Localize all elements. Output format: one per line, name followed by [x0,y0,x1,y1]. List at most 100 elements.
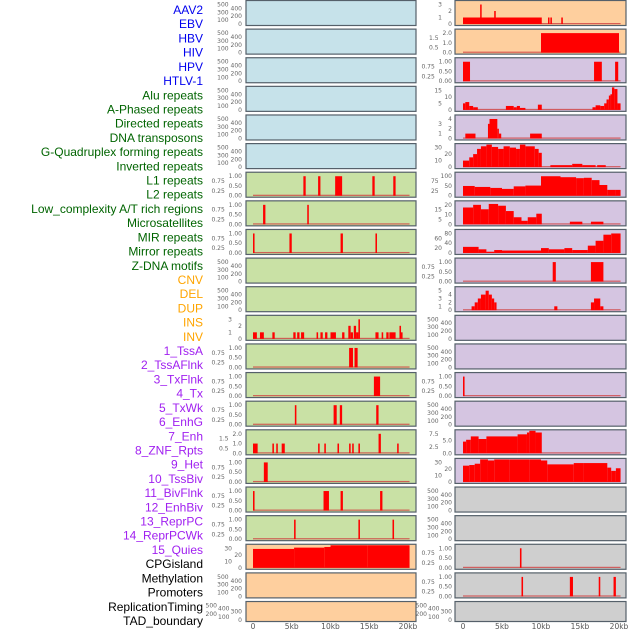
y-tick-label: 500 [217,2,229,9]
data-bar [513,186,526,196]
y-tick-label: 100 [217,74,229,81]
data-bar [582,165,596,168]
data-bar [474,463,481,482]
y-tick-label: 0.25 [211,216,225,223]
data-bar [478,249,487,253]
y-tick-label: 0 [238,336,242,343]
y-tick-label: 20 [444,202,452,209]
track-label: 11_BivFlnk [145,486,204,500]
data-bar [534,148,539,168]
data-bar [473,107,478,110]
track-label: HIV [183,46,203,60]
panel-background [245,457,417,485]
data-bar [569,576,573,597]
y-tick-label: 0.75 [211,464,225,471]
y-tick-label: 200 [231,271,243,278]
y-tick-label: 0 [238,107,242,114]
y-tick-label: 100 [217,17,229,24]
y-tick-label: 0 [238,21,242,28]
data-bar [487,123,490,139]
data-bar [569,221,583,225]
data-bar [281,443,285,454]
baseline [463,595,621,597]
data-bar [473,154,478,168]
y-tick-label: 0.25 [421,589,435,596]
data-bar [480,294,486,311]
y-tick-label: 300 [217,152,229,159]
baseline [253,509,410,511]
data-bar [335,176,343,196]
data-bar [356,332,359,339]
data-bar [600,105,605,110]
track-label: 4_Tx [176,387,203,401]
x-tick-label: 15kb [571,622,590,630]
y-tick-label: 0.75 [211,378,225,385]
y-tick-label: 0.50 [439,68,453,75]
baseline [253,538,410,540]
data-bar [386,332,389,339]
data-bar [606,99,609,110]
y-tick-label: 500 [217,59,229,66]
y-tick-label: 1.00 [229,345,243,352]
y-tick-label: 20 [444,151,452,158]
y-tick-label: 0 [238,307,242,314]
y-tick-label: 300 [441,608,453,615]
panel-background [245,371,417,399]
y-tick-label: 0 [448,307,452,314]
data-bar [469,157,474,168]
y-tick-label: 1.00 [439,374,453,381]
track-label: DNA transposons [110,131,203,145]
panel-background [245,257,417,284]
y-tick-label: 400 [231,120,243,127]
track-label: 12_EnhBiv [145,500,203,514]
panel-background [245,486,417,513]
y-tick-label: 20 [444,466,452,473]
y-tick-label: 2 [448,299,452,306]
data-bar [272,332,275,339]
y-tick-label: 0 [448,135,452,142]
track-label: Mirror repeats [128,245,203,259]
data-bar [323,491,329,511]
y-tick-label: 500 [416,603,428,610]
baseline [463,309,621,311]
data-bar [297,332,300,339]
track-panel: 0.00 0.25 0.50 0.75 1.00 [421,257,627,286]
y-tick-label: 40 [444,240,452,247]
y-tick-label: 2.0 [442,30,452,37]
data-bar [263,204,266,225]
data-bar [491,298,495,311]
x-tick-label: 20kb [399,622,418,630]
y-tick-label: 0.75 [421,550,435,557]
data-bar [576,178,584,196]
y-tick-label: 300 [217,95,229,102]
y-tick-label: 0 [448,508,452,515]
data-bar [573,463,584,482]
y-tick-label: 400 [231,91,243,98]
data-bar [488,294,492,311]
y-tick-label: 1.00 [229,488,243,495]
y-tick-label: 400 [441,406,453,413]
data-bar [301,332,305,339]
data-bar [548,17,550,24]
panel-background [454,343,627,370]
data-bar [350,332,353,339]
data-bar [342,332,345,339]
y-tick-label: 4 [448,116,452,123]
y-tick-label: 300 [427,410,439,417]
data-bar [480,209,489,225]
track-label: L1 repeats [146,174,203,188]
data-bar [333,405,337,425]
data-bar [604,103,607,110]
data-bar [294,519,296,540]
baseline [253,223,410,225]
data-bar [587,245,596,253]
